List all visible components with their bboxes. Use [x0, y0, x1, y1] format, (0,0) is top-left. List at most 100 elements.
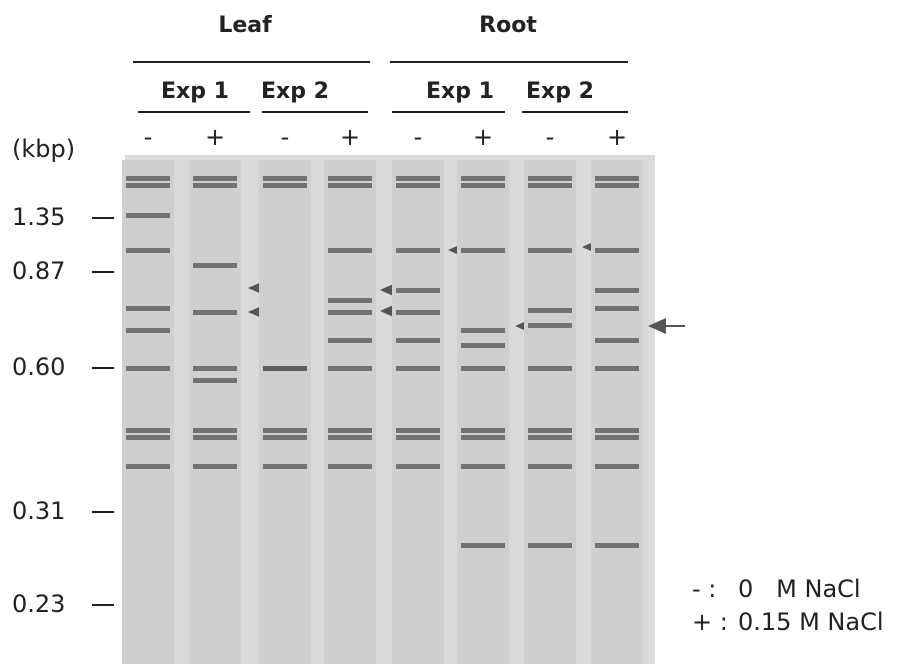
band	[595, 338, 639, 343]
band	[193, 310, 237, 315]
band	[328, 366, 372, 371]
band	[263, 176, 307, 181]
band	[528, 543, 572, 548]
band	[396, 366, 440, 371]
band	[396, 248, 440, 253]
band	[396, 338, 440, 343]
experiment-label: Exp 1	[426, 79, 494, 104]
band	[528, 308, 572, 313]
band	[595, 288, 639, 293]
band	[528, 435, 572, 440]
band	[595, 428, 639, 433]
lane-label: -	[546, 123, 555, 151]
band	[126, 428, 170, 433]
band	[461, 343, 505, 348]
band	[528, 464, 572, 469]
band	[396, 435, 440, 440]
legend-text: 0.15 M NaCl	[738, 608, 884, 636]
group-label: Root	[479, 13, 537, 38]
band	[193, 464, 237, 469]
lane	[457, 160, 509, 664]
band	[328, 435, 372, 440]
band	[126, 435, 170, 440]
band	[126, 328, 170, 333]
marker-label: 0.23	[12, 590, 65, 618]
marker-label: 0.60	[12, 353, 65, 381]
lane	[524, 160, 576, 664]
band	[193, 263, 237, 268]
band	[126, 176, 170, 181]
header-lines	[133, 61, 628, 113]
band	[328, 310, 372, 315]
lane-label: +	[473, 123, 493, 151]
lane	[259, 160, 311, 664]
band	[396, 428, 440, 433]
marker-label: 0.31	[12, 497, 65, 525]
group-label: Leaf	[218, 13, 272, 38]
band	[396, 310, 440, 315]
band	[328, 338, 372, 343]
band	[528, 183, 572, 188]
band	[528, 176, 572, 181]
band	[193, 176, 237, 181]
marker-label: 0.87	[12, 257, 65, 285]
band	[193, 183, 237, 188]
band	[528, 248, 572, 253]
lane	[392, 160, 444, 664]
marker-label: 1.35	[12, 203, 65, 231]
band	[396, 176, 440, 181]
lane-label: +	[607, 123, 627, 151]
band	[461, 428, 505, 433]
lane-label: -	[281, 123, 290, 151]
band	[193, 435, 237, 440]
band	[595, 306, 639, 311]
legend-symbol: + :	[692, 608, 728, 636]
band	[461, 176, 505, 181]
band	[193, 428, 237, 433]
band	[595, 366, 639, 371]
band	[595, 183, 639, 188]
band	[595, 248, 639, 253]
lane	[122, 160, 174, 664]
band	[328, 464, 372, 469]
lane-label: -	[414, 123, 423, 151]
band	[595, 435, 639, 440]
lane-label: +	[205, 123, 225, 151]
band	[396, 288, 440, 293]
band	[193, 378, 237, 383]
band	[461, 464, 505, 469]
band	[396, 464, 440, 469]
band	[595, 543, 639, 548]
lane	[591, 160, 643, 664]
experiment-label: Exp 2	[261, 79, 329, 104]
lane	[324, 160, 376, 664]
legend-symbol: - :	[692, 575, 716, 603]
band	[126, 213, 170, 218]
band	[328, 183, 372, 188]
band	[193, 366, 237, 371]
band	[595, 176, 639, 181]
lane-label: +	[340, 123, 360, 151]
band	[461, 183, 505, 188]
experiment-label: Exp 1	[161, 79, 229, 104]
band	[528, 366, 572, 371]
band	[263, 464, 307, 469]
band	[328, 428, 372, 433]
lane	[189, 160, 241, 664]
band	[461, 328, 505, 333]
lane-label: -	[144, 123, 153, 151]
legend-text: 0 M NaCl	[738, 575, 861, 603]
experiment-label: Exp 2	[526, 79, 594, 104]
band	[263, 428, 307, 433]
band	[396, 183, 440, 188]
band	[126, 366, 170, 371]
band	[328, 248, 372, 253]
unit-label: (kbp)	[12, 135, 75, 163]
band	[528, 323, 572, 328]
band	[528, 428, 572, 433]
band	[126, 183, 170, 188]
band	[263, 435, 307, 440]
band	[461, 435, 505, 440]
band	[461, 543, 505, 548]
